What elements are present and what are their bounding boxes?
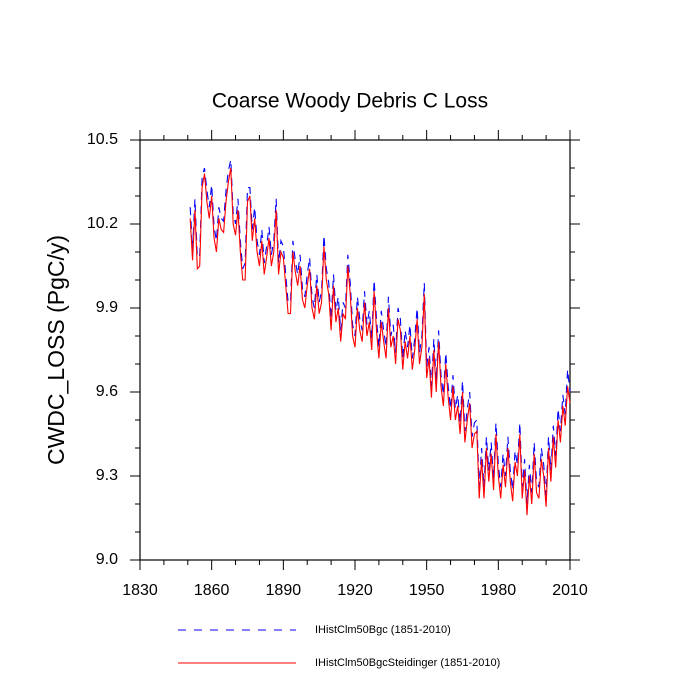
x-tick-label: 1860 (194, 582, 230, 599)
x-tick-label: 1980 (481, 582, 517, 599)
y-tick-label: 9.6 (96, 383, 118, 400)
y-tick-label: 9.0 (96, 551, 118, 568)
x-tick-label: 2010 (552, 582, 588, 599)
x-tick-label: 1890 (266, 582, 302, 599)
legend-label: IHistClm50Bgc (1851-2010) (315, 624, 451, 636)
x-tick-label: 1920 (337, 582, 373, 599)
legend-label: IHistClm50BgcSteidinger (1851-2010) (315, 657, 500, 669)
chart-title: Coarse Woody Debris C Loss (212, 90, 488, 113)
x-tick-label: 1830 (122, 582, 158, 599)
y-tick-label: 9.9 (96, 299, 118, 316)
x-tick-label: 1950 (409, 582, 445, 599)
y-tick-label: 9.3 (96, 467, 118, 484)
y-axis-label: CWDC_LOSS (PgC/y) (43, 235, 69, 465)
y-tick-label: 10.2 (87, 215, 118, 232)
series-line (189, 167, 571, 516)
plot-frame (139, 139, 571, 561)
y-tick-label: 10.5 (87, 131, 118, 148)
